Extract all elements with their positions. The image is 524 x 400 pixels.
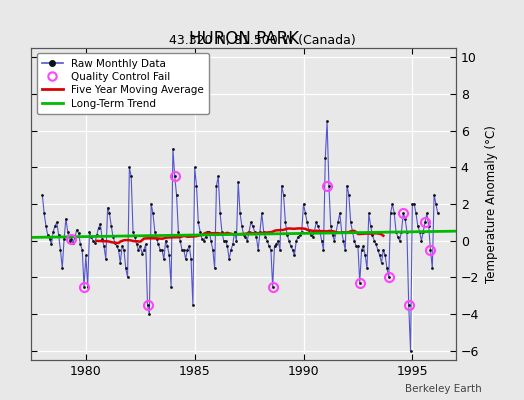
- Legend: Raw Monthly Data, Quality Control Fail, Five Year Moving Average, Long-Term Tren: Raw Monthly Data, Quality Control Fail, …: [37, 53, 209, 114]
- Y-axis label: Temperature Anomaly (°C): Temperature Anomaly (°C): [485, 125, 498, 283]
- Text: 43.320 N, 81.500 W (Canada): 43.320 N, 81.500 W (Canada): [169, 34, 355, 47]
- Title: HURON PARK: HURON PARK: [189, 30, 299, 48]
- Text: Berkeley Earth: Berkeley Earth: [406, 384, 482, 394]
